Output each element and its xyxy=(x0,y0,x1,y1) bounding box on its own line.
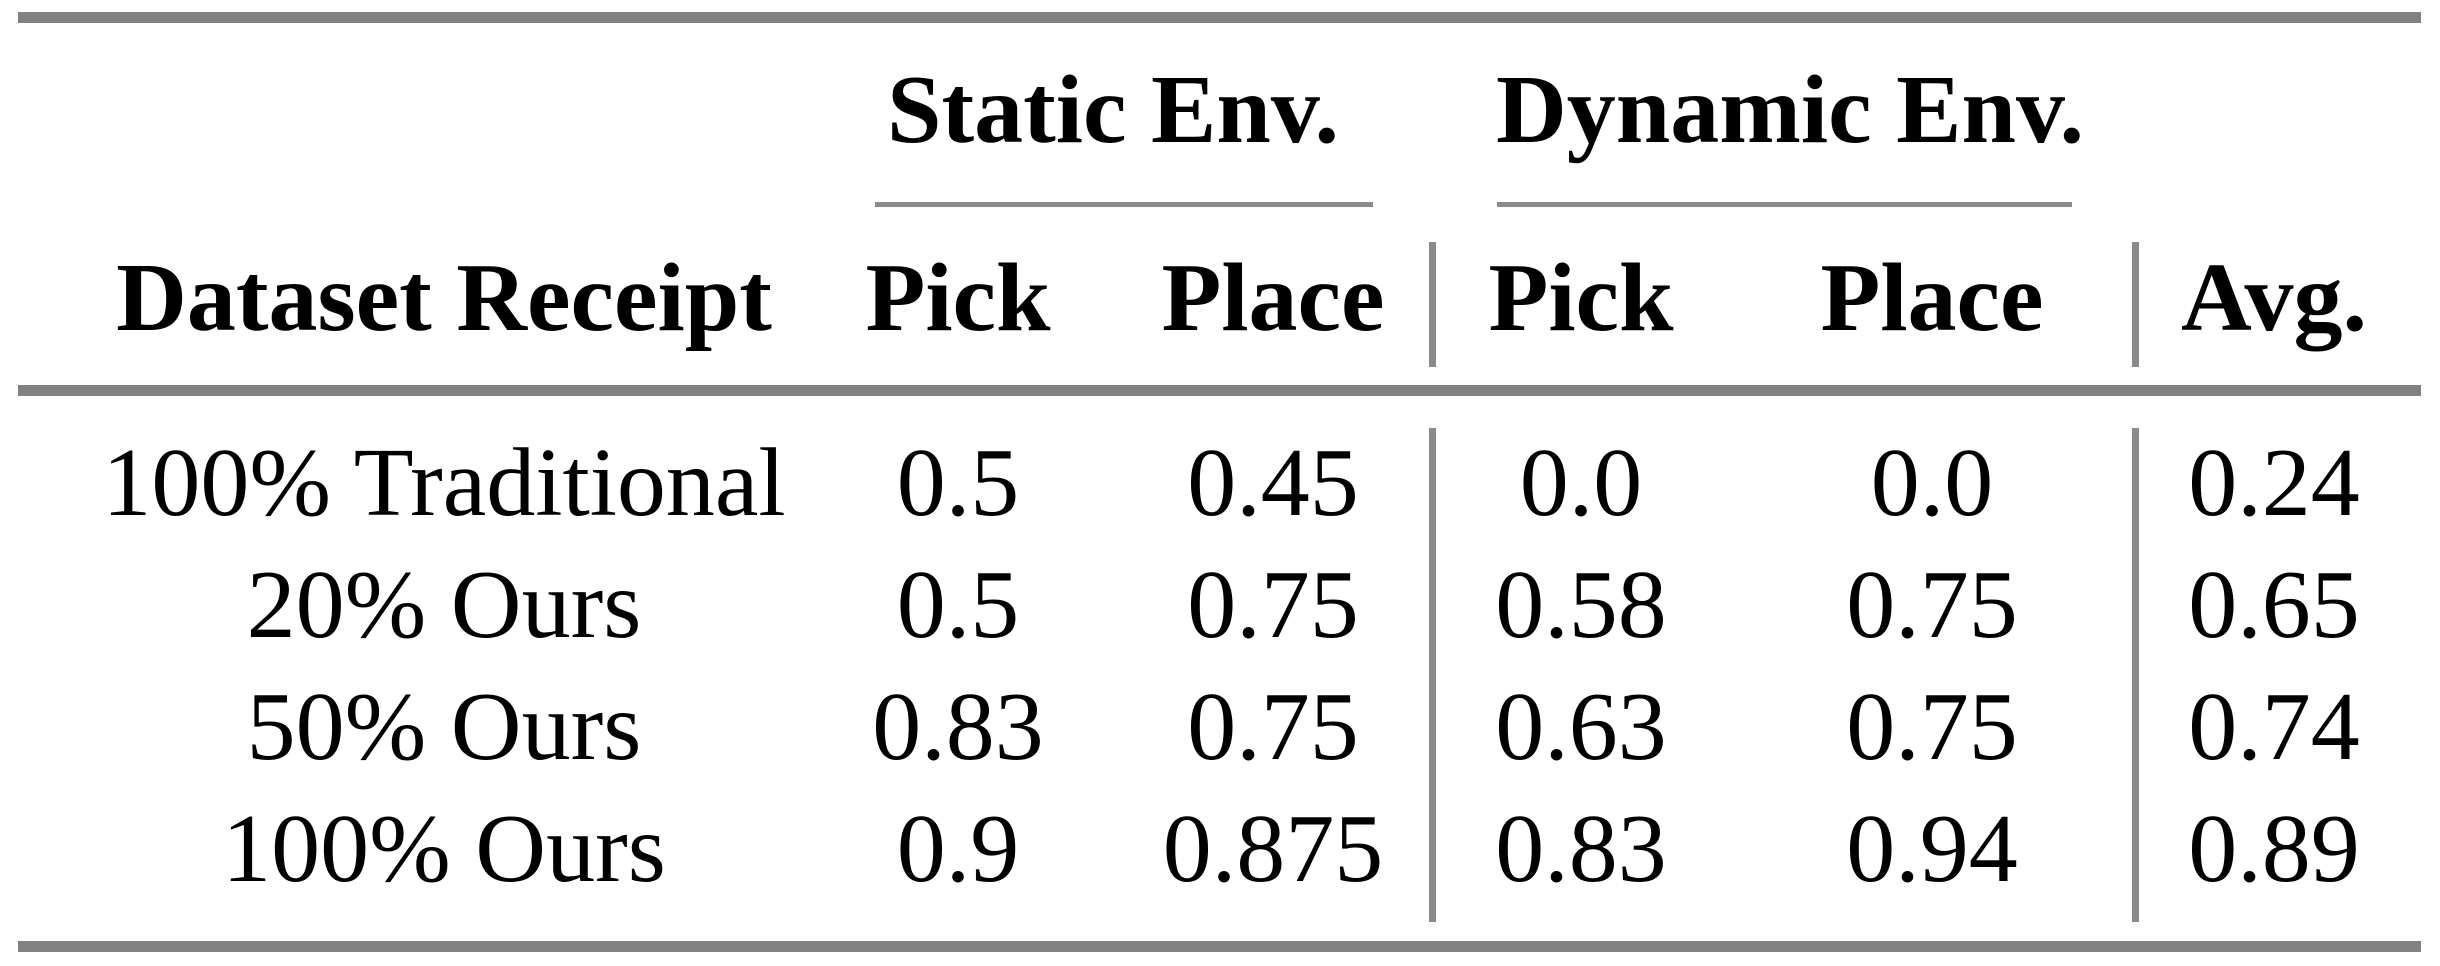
cell-dynamic-pick: 0.0 xyxy=(1519,429,1643,537)
header-avg: Avg. xyxy=(2181,244,2367,352)
cell-static-pick: 0.5 xyxy=(896,551,1020,659)
header-dynamic-pick: Pick xyxy=(1488,244,1674,352)
header-static-place: Place xyxy=(1161,244,1385,352)
header-static-pick: Pick xyxy=(865,244,1051,352)
cell-dynamic-place: 0.0 xyxy=(1870,429,1994,537)
table-row: 20% Ours 0.5 0.75 0.58 0.75 0.65 xyxy=(0,545,2440,665)
table-mid-rule xyxy=(18,385,2421,396)
cell-avg: 0.89 xyxy=(2188,795,2360,903)
column-separator-1-header xyxy=(1429,242,1436,367)
group-header-row: Static Env. Dynamic Env. xyxy=(0,50,2440,170)
table-row: 100% Ours 0.9 0.875 0.83 0.94 0.89 xyxy=(0,789,2440,909)
row-label: 100% Traditional xyxy=(102,429,786,537)
column-header-row: Dataset Receipt Pick Place Pick Place Av… xyxy=(0,238,2440,358)
cell-dynamic-pick: 0.83 xyxy=(1495,795,1667,903)
cell-dynamic-pick: 0.58 xyxy=(1495,551,1667,659)
column-separator-1-body xyxy=(1429,428,1436,922)
cell-dynamic-pick: 0.63 xyxy=(1495,673,1667,781)
header-dataset-receipt: Dataset Receipt xyxy=(116,244,772,352)
cell-static-place: 0.875 xyxy=(1162,795,1384,903)
cell-static-pick: 0.83 xyxy=(872,673,1044,781)
table-top-rule xyxy=(18,12,2421,23)
cell-static-pick: 0.9 xyxy=(896,795,1020,903)
row-label: 50% Ours xyxy=(246,673,642,781)
cell-dynamic-place: 0.75 xyxy=(1846,673,2018,781)
cell-dynamic-place: 0.94 xyxy=(1846,795,2018,903)
cell-static-place: 0.75 xyxy=(1187,551,1359,659)
group-header-dynamic-env: Dynamic Env. xyxy=(1495,56,2085,164)
row-label: 20% Ours xyxy=(246,551,642,659)
cell-static-place: 0.45 xyxy=(1187,429,1359,537)
column-separator-2-header xyxy=(2132,242,2139,367)
row-label: 100% Ours xyxy=(222,795,666,903)
group-header-static-env: Static Env. xyxy=(887,56,1339,164)
cell-dynamic-place: 0.75 xyxy=(1846,551,2018,659)
cell-static-place: 0.75 xyxy=(1187,673,1359,781)
cell-avg: 0.74 xyxy=(2188,673,2360,781)
cell-avg: 0.65 xyxy=(2188,551,2360,659)
column-separator-2-body xyxy=(2132,428,2139,922)
table-row: 100% Traditional 0.5 0.45 0.0 0.0 0.24 xyxy=(0,423,2440,543)
dynamic-env-underline xyxy=(1497,202,2072,207)
cell-static-pick: 0.5 xyxy=(896,429,1020,537)
cell-avg: 0.24 xyxy=(2188,429,2360,537)
table-bottom-rule xyxy=(18,941,2421,952)
table-row: 50% Ours 0.83 0.75 0.63 0.75 0.74 xyxy=(0,667,2440,787)
header-dynamic-place: Place xyxy=(1820,244,2044,352)
static-env-underline xyxy=(875,202,1373,207)
